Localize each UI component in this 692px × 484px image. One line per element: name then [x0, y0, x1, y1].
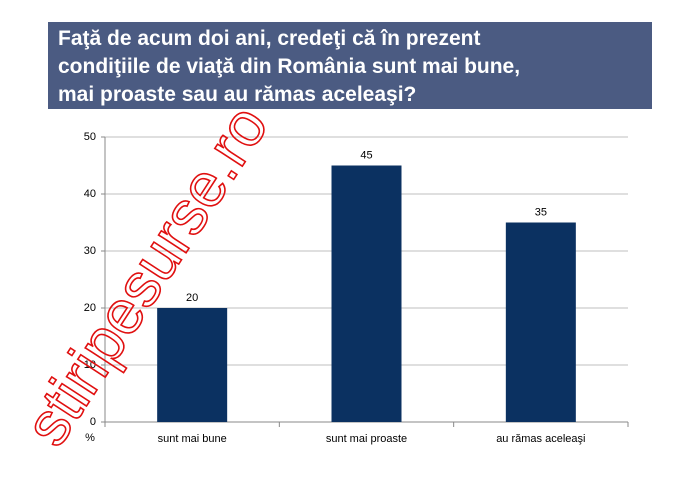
x-tick-label: sunt mai bune — [158, 433, 227, 445]
x-tick-label: sunt mai proaste — [326, 433, 407, 445]
chart-title-line: Faţă de acum doi ani, credeţi că în prez… — [58, 27, 480, 50]
y-tick-label: 50 — [84, 131, 96, 143]
data-label: 45 — [360, 149, 372, 161]
x-tick-label: au rămas aceleaşi — [496, 433, 585, 445]
watermark: stiripesurse.ro — [12, 94, 282, 458]
bar — [331, 165, 402, 422]
data-label: 20 — [186, 292, 198, 304]
y-tick-label: 20 — [84, 302, 96, 314]
y-tick-label: 10 — [84, 359, 96, 371]
plot: 0 10 20 30 40 50 sunt mai bune 20 sunt mai proas… — [84, 131, 629, 445]
bar — [157, 308, 228, 422]
bar — [505, 222, 576, 422]
y-tick-label: 0 — [90, 416, 96, 428]
chart-title-line: condiţiile de viaţă din România sunt mai… — [58, 55, 520, 78]
data-label: 35 — [535, 206, 547, 218]
chart-title-line: mai proaste sau au rămas aceleaşi? — [58, 83, 416, 106]
y-tick-label: 30 — [84, 245, 96, 257]
title-banner — [48, 22, 652, 109]
y-axis-label: % — [85, 432, 95, 444]
y-tick-label: 40 — [84, 188, 96, 200]
